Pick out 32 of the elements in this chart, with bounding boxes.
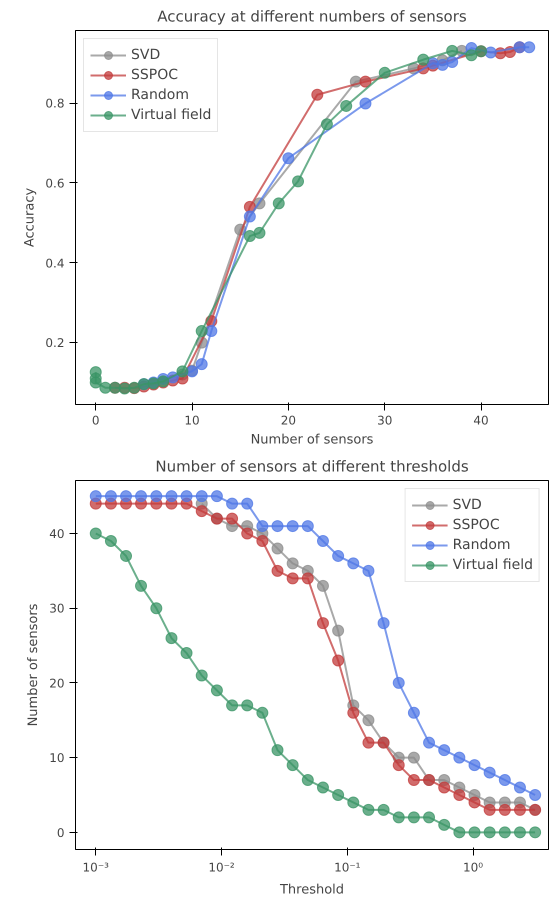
legend-label: Random — [131, 87, 189, 103]
x-tick-label: 40 — [473, 414, 489, 428]
y-tick-label: 0.4 — [45, 256, 65, 270]
x-tick-label: 10⁻¹ — [334, 860, 361, 874]
x-tick-label: 30 — [377, 414, 392, 428]
x-tick-label: 10⁻² — [208, 860, 235, 874]
legend-label: SVD — [131, 47, 160, 63]
x-tick-label: 20 — [280, 414, 296, 428]
chart-title: Accuracy at different numbers of sensors — [157, 8, 467, 26]
x-axis-title: Threshold — [278, 882, 344, 898]
y-tick-label: 0 — [56, 826, 65, 840]
y-axis-title: Number of sensors — [26, 603, 42, 726]
y-axis-title: Accuracy — [22, 188, 38, 248]
y-tick-label: 30 — [49, 602, 65, 616]
x-tick-label: 10 — [184, 414, 200, 428]
y-tick-label: 0.8 — [45, 96, 65, 111]
x-tick-label: 10⁻³ — [82, 860, 110, 874]
y-tick-label: 10 — [49, 751, 65, 766]
x-axis-title: Number of sensors — [250, 432, 374, 448]
y-tick-label: 0.2 — [45, 336, 65, 350]
legend-label: SVD — [452, 497, 482, 513]
legend-label: SSPOC — [452, 517, 500, 533]
chart-title: Number of sensors at different thresholds — [155, 458, 469, 476]
legend-label: Virtual field — [131, 107, 212, 123]
y-tick-label: 20 — [49, 676, 65, 690]
legend-label: Random — [452, 537, 511, 553]
legend-label: Virtual field — [452, 557, 533, 573]
y-tick-label: 40 — [49, 527, 65, 542]
x-tick-label: 0 — [92, 414, 100, 428]
legend-label: SSPOC — [131, 67, 178, 83]
x-tick-label: 10⁰ — [463, 860, 484, 874]
y-tick-label: 0.6 — [45, 176, 65, 190]
